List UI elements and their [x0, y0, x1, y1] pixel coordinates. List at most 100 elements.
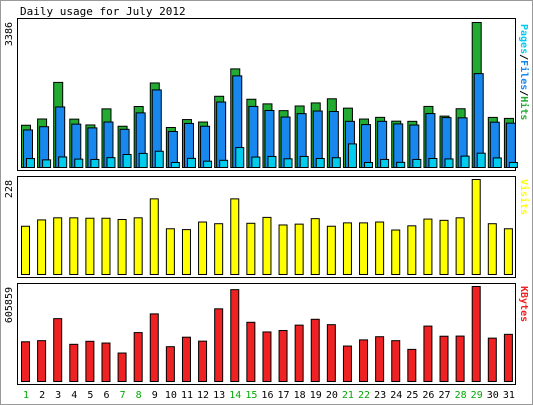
kbytes-bar-day-29: [471, 286, 481, 382]
kbytes-bar-day-2: [37, 340, 47, 383]
pages-bar-day-2: [42, 159, 52, 168]
visits-bar-day-14: [230, 198, 240, 275]
visits-bar-day-4: [69, 217, 79, 276]
kbytes-bar-day-20: [326, 324, 336, 383]
pages-bar-day-13: [219, 159, 229, 169]
kbytes-bar-day-25: [407, 348, 417, 383]
x-tick-label-day-14: 14: [229, 390, 241, 401]
x-tick-label-day-20: 20: [326, 390, 338, 401]
visits-bar-day-17: [278, 224, 288, 275]
pages-bar-day-25: [412, 158, 422, 168]
legend-pages: Pages: [518, 24, 529, 54]
visits-bar-day-8: [133, 217, 143, 276]
files-bar-day-31: [505, 122, 516, 168]
legend-hits: Hits: [518, 96, 530, 120]
legend-visits: Visits: [518, 179, 530, 215]
visits-bar-day-13: [214, 223, 224, 275]
kbytes-bar-day-10: [165, 346, 175, 383]
pages-bar-day-21: [347, 143, 357, 169]
kbytes-bar-day-16: [262, 331, 272, 382]
pages-bar-day-14: [235, 147, 245, 168]
visits-bar-day-20: [326, 225, 336, 276]
files-bar-day-22: [361, 124, 372, 168]
visits-bar-day-3: [53, 217, 63, 276]
x-tick-label-day-4: 4: [71, 390, 77, 401]
visits-bar-day-28: [455, 217, 465, 276]
visits-bar-day-19: [310, 218, 320, 276]
pages-bar-day-3: [58, 156, 68, 169]
x-tick-label-day-15: 15: [245, 390, 257, 401]
kbytes-bar-day-23: [375, 336, 385, 382]
kbytes-bar-day-1: [21, 341, 30, 382]
x-tick-label-day-10: 10: [165, 390, 177, 401]
pages-bar-day-31: [508, 161, 518, 168]
pages-bar-day-9: [154, 150, 164, 169]
x-tick-label-day-26: 26: [422, 390, 434, 401]
visits-bar-day-27: [439, 219, 449, 275]
kbytes-bar-day-3: [53, 318, 63, 382]
pages-bar-day-19: [315, 157, 325, 169]
pages-bar-day-15: [251, 156, 261, 168]
x-tick-label-day-23: 23: [374, 390, 386, 401]
x-tick-label-day-3: 3: [55, 390, 61, 401]
pages-bar-day-10: [170, 161, 180, 168]
pages-bar-day-11: [186, 157, 196, 168]
x-tick-label-day-29: 29: [471, 390, 483, 401]
x-tick-label-day-13: 13: [213, 390, 225, 401]
visits-bar-day-31: [503, 228, 513, 275]
visits-bar-day-29: [471, 179, 481, 275]
legend-pages-files-hits: Pages/Files/Hits: [518, 24, 530, 120]
x-tick-label-day-31: 31: [503, 390, 515, 401]
x-tick-label-day-6: 6: [103, 390, 109, 401]
kbytes-bar-day-12: [198, 340, 208, 382]
kbytes-bar-day-21: [342, 345, 352, 382]
kbytes-bar-day-8: [133, 332, 143, 383]
x-tick-label-day-18: 18: [294, 390, 306, 401]
pages-bar-day-20: [331, 157, 341, 169]
kbytes-bar-day-17: [278, 330, 288, 382]
pages-bar-day-12: [203, 160, 213, 168]
visits-bar-day-7: [117, 219, 127, 275]
kbytes-bar-day-15: [246, 321, 256, 382]
pages-bar-day-18: [299, 155, 309, 169]
visits-bar-day-22: [359, 222, 369, 276]
kbytes-bar-day-7: [117, 352, 127, 383]
visits-bar-day-2: [37, 219, 47, 275]
kbytes-bar-day-5: [85, 340, 95, 383]
legend-separator: /: [518, 90, 529, 96]
visits-bar-day-1: [21, 225, 30, 276]
kbytes-bar-day-31: [503, 333, 513, 383]
pages-bar-day-17: [283, 158, 293, 169]
visits-bar-day-5: [85, 217, 95, 276]
visits-bar-day-23: [375, 221, 385, 276]
y-tick-label-1: 3386: [4, 22, 15, 46]
pages-bar-day-24: [396, 161, 406, 168]
visits-bar-day-12: [198, 221, 208, 276]
pages-bar-day-16: [267, 155, 277, 169]
chart-title: Daily usage for July 2012: [20, 5, 186, 18]
y-tick-label-2: 228: [4, 180, 15, 198]
pages-bar-day-29: [476, 152, 486, 169]
visits-bar-day-18: [294, 223, 304, 275]
kbytes-bar-day-6: [101, 342, 111, 383]
x-tick-label-day-12: 12: [197, 390, 209, 401]
visits-bar-day-30: [487, 223, 497, 275]
pages-bar-day-4: [74, 158, 84, 168]
pages-bar-day-30: [492, 157, 502, 169]
kbytes-bar-day-19: [310, 318, 320, 383]
x-tick-label-day-1: 1: [23, 390, 29, 401]
visits-bar-day-6: [101, 217, 111, 276]
visits-bar-day-10: [165, 228, 175, 275]
pages-bar-day-7: [122, 153, 132, 169]
x-tick-label-day-9: 9: [152, 390, 158, 401]
kbytes-bar-day-4: [69, 343, 79, 382]
x-tick-label-day-28: 28: [455, 390, 467, 401]
legend-kbytes: KBytes: [518, 286, 529, 322]
visits-bar-day-21: [342, 222, 352, 276]
kbytes-bar-day-18: [294, 324, 304, 382]
pages-bar-day-23: [380, 158, 390, 168]
kbytes-bar-day-24: [391, 340, 401, 383]
kbytes-bar-day-22: [359, 339, 369, 382]
